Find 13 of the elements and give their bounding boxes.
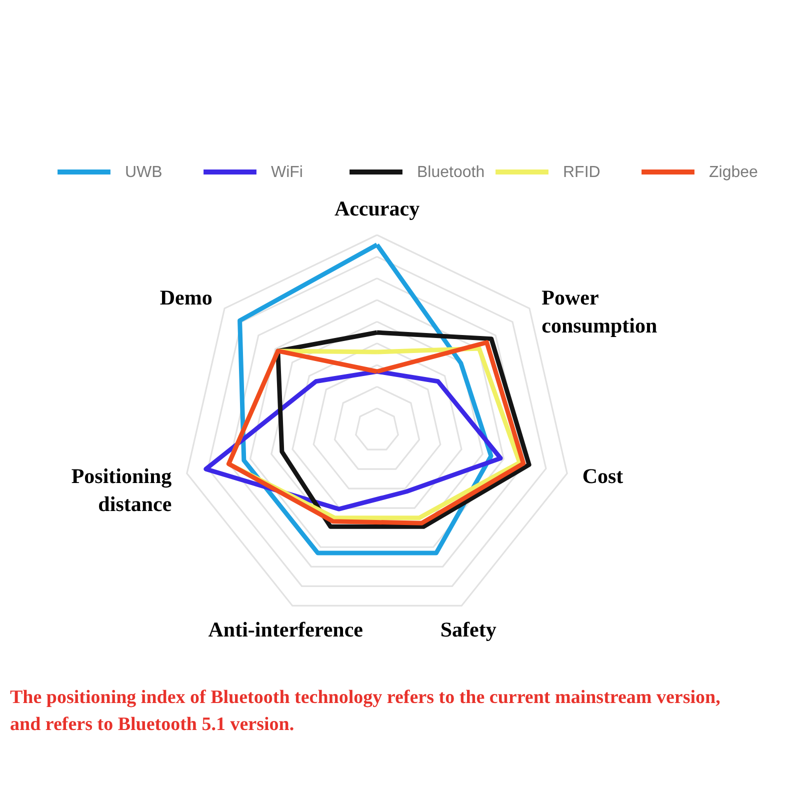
legend-label: Bluetooth [417, 164, 485, 181]
spoke-label: Positioning distance [71, 464, 172, 516]
text: The positioning index of Bluetooth technology refers to the current mainstream version, and refers to Bluetooth 5.1 version. [10, 687, 721, 735]
spoke-label: Power consumption [542, 286, 658, 338]
legend-label: RFID [563, 164, 600, 181]
spoke-label: Anti-interference [208, 618, 363, 642]
legend-label: UWB [125, 164, 162, 181]
spoke-label: Accuracy [334, 196, 420, 220]
legend-label: WiFi [271, 164, 303, 181]
spoke-label: Safety [440, 618, 497, 642]
spoke-label: Cost [582, 464, 624, 488]
legend-label: Zigbee [709, 164, 758, 181]
spoke-label: Demo [160, 286, 212, 310]
